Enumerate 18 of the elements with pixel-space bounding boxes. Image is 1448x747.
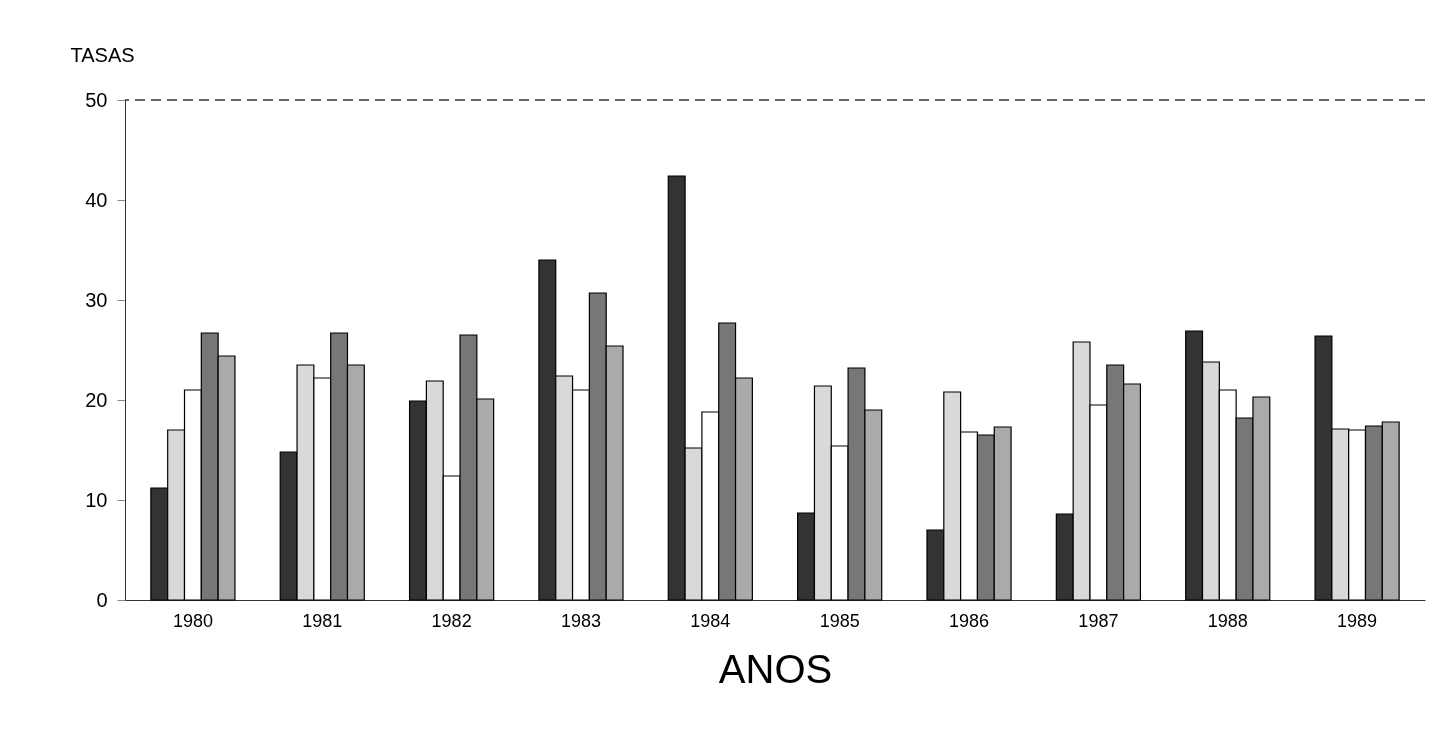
y-axis-title: TASAS [70,43,135,66]
y-tick-label: 10 [85,488,108,511]
x-tick-label: 1981 [302,610,343,631]
y-tick-label: 50 [85,88,108,111]
x-tick-label: 1988 [1207,610,1248,631]
x-tick-label: 1987 [1078,610,1119,631]
x-tick-label: 1986 [949,610,990,631]
y-tick-label: 20 [85,388,108,411]
y-tick-label: 40 [85,188,108,211]
x-tick-label: 1982 [431,610,472,631]
x-axis-title: ANOS [718,646,833,691]
x-tick-label: 1985 [819,610,860,631]
y-tick-label: 30 [85,288,108,311]
x-tick-label: 1980 [172,610,213,631]
y-tick-label: 0 [96,588,108,611]
x-tick-label: 1989 [1337,610,1378,631]
x-tick-label: 1984 [690,610,731,631]
x-tick-label: 1983 [560,610,601,631]
